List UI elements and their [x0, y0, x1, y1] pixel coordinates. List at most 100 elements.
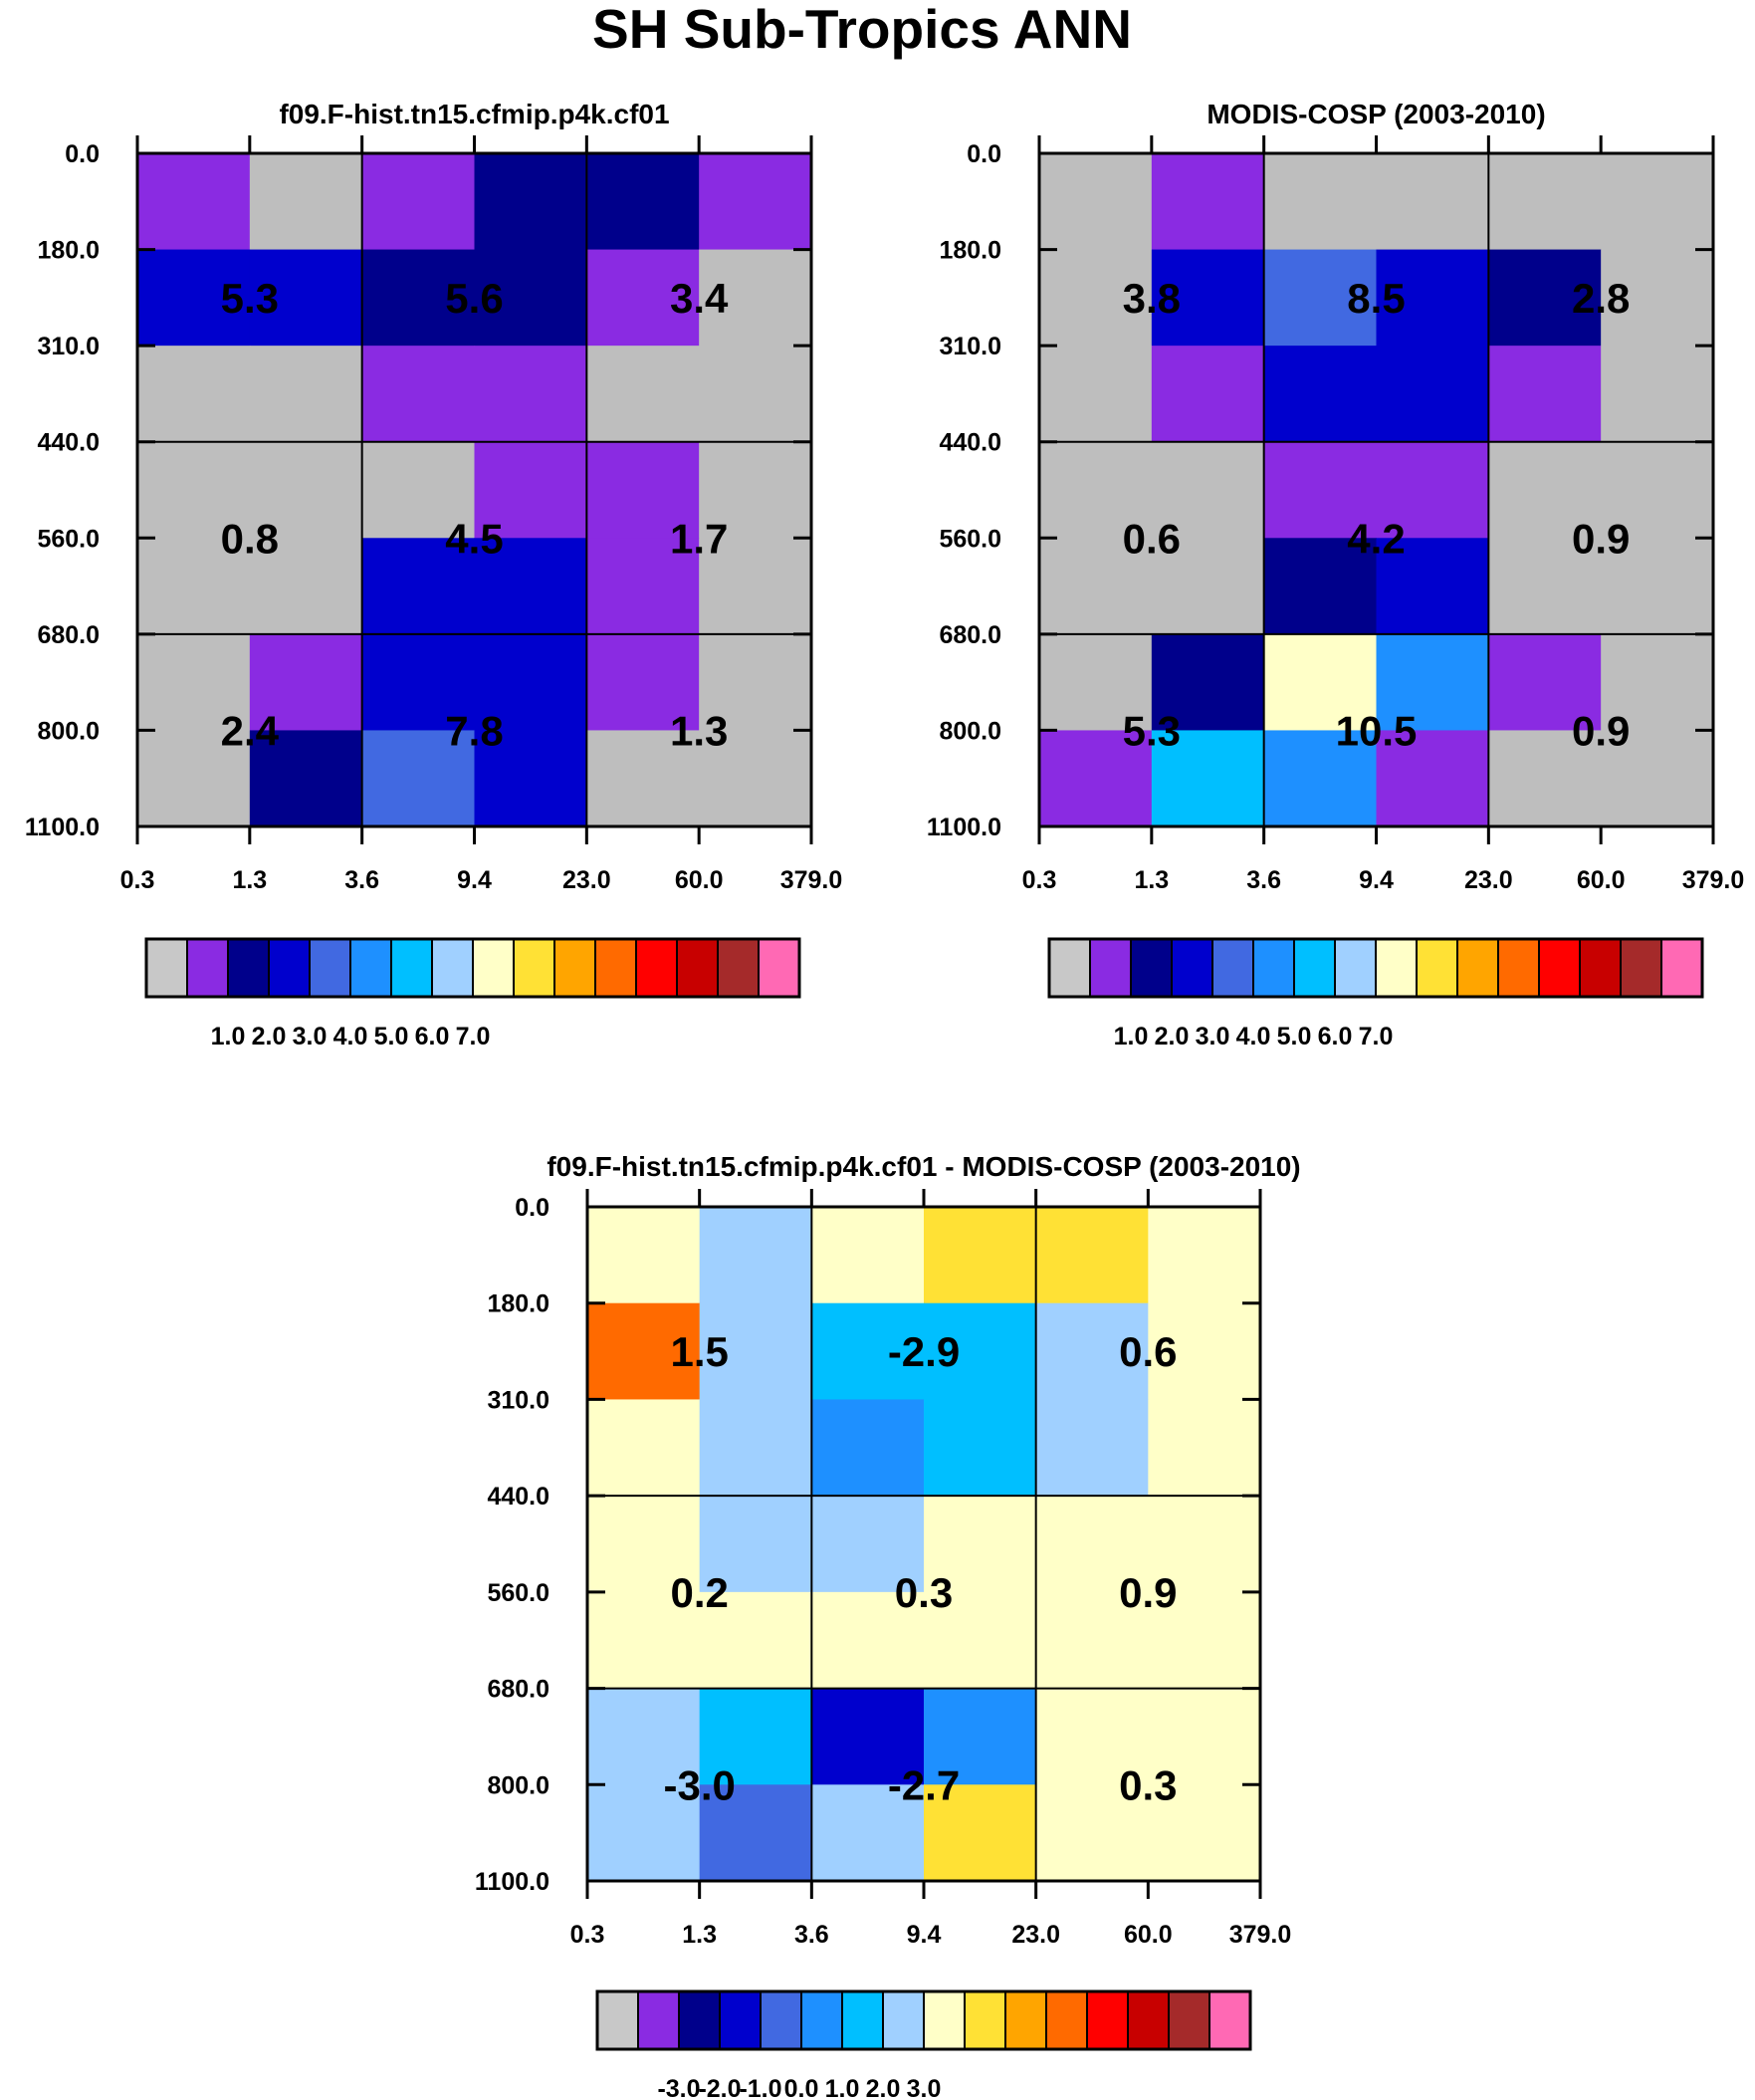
heatmap-cell — [586, 538, 700, 635]
heatmap-cell — [1151, 249, 1265, 347]
heatmap-cell — [1488, 249, 1602, 347]
x-tick-label: 60.0 — [1124, 1921, 1173, 1949]
block-value-label: 3.4 — [670, 275, 729, 322]
heatmap-cell — [586, 730, 700, 827]
y-tick-label: 310.0 — [37, 333, 100, 360]
heatmap-cell — [699, 1302, 812, 1401]
heatmap-cell — [1039, 346, 1153, 443]
colorbar-label: 0.0 — [784, 2075, 819, 2100]
x-tick-label: 23.0 — [1011, 1921, 1060, 1949]
colorbar: -3.0-2.0-1.0 0.0 1.0 2.0 3.0 — [595, 1989, 1252, 2100]
y-tick-label: 560.0 — [37, 525, 100, 553]
block-value-label: 0.3 — [1119, 1761, 1177, 1808]
heatmap-cell — [586, 249, 700, 347]
heatmap-cell — [699, 153, 812, 251]
figure-title: SH Sub-Tropics ANN — [592, 0, 1132, 60]
heatmap-cell — [249, 441, 363, 539]
heatmap-cell — [361, 249, 476, 347]
block-value-label: 2.8 — [1572, 275, 1630, 322]
x-tick-label: 23.0 — [1464, 866, 1513, 894]
block-value-label: 0.9 — [1572, 515, 1630, 562]
heatmap-cell — [1376, 441, 1489, 539]
colorbar-box — [1089, 938, 1132, 998]
y-tick-label: 440.0 — [939, 429, 1001, 457]
y-tick-label: 310.0 — [939, 333, 1001, 360]
y-tick-label: 180.0 — [939, 237, 1001, 265]
colorbar-label: -2.0 — [698, 2075, 741, 2100]
block-value-label: 5.6 — [445, 275, 503, 322]
heatmap-cell — [586, 633, 700, 732]
colorbar-box — [309, 938, 351, 998]
colorbar-box — [882, 1990, 925, 2050]
heatmap-cell — [811, 1302, 925, 1401]
heatmap-cell — [1151, 441, 1265, 539]
heatmap-cell — [137, 730, 251, 827]
colorbar-box — [594, 938, 637, 998]
heatmap-cell — [699, 1591, 812, 1690]
x-tick-label: 60.0 — [675, 866, 724, 894]
heatmap-cell — [699, 730, 812, 827]
x-tick-label: 1.3 — [232, 866, 267, 894]
heatmap-cell — [1035, 1591, 1149, 1690]
heatmap-cell — [474, 153, 587, 251]
heatmap-cell — [924, 1399, 1037, 1497]
colorbar-label: 4.0 — [333, 1023, 368, 1050]
heatmap-cell — [811, 1399, 925, 1497]
chart-panel-3: f09.F-hist.tn15.cfmip.p4k.cf01 - MODIS-C… — [475, 1151, 1301, 2100]
colorbar-box — [227, 938, 270, 998]
colorbar-box — [553, 938, 596, 998]
y-tick-label: 180.0 — [487, 1290, 549, 1318]
colorbar-label: 7.0 — [456, 1023, 491, 1050]
colorbar-label: 1.0 — [825, 2075, 860, 2100]
y-tick-label: 440.0 — [37, 429, 100, 457]
colorbar-box — [637, 1990, 680, 2050]
x-tick-label: 3.6 — [1246, 866, 1281, 894]
heatmap-cell — [474, 633, 587, 732]
y-tick-label: 560.0 — [939, 525, 1001, 553]
block-value-label: 3.8 — [1123, 275, 1181, 322]
heatmap-cell — [1148, 1784, 1261, 1882]
colorbar-box — [513, 938, 555, 998]
x-tick-label: 1.3 — [682, 1921, 717, 1949]
heatmap-cell — [811, 1207, 925, 1304]
heatmap-cell — [924, 1496, 1037, 1593]
heatmap-cell — [699, 538, 812, 635]
colorbar-label: 6.0 — [1318, 1023, 1353, 1050]
y-tick-label: 0.0 — [967, 140, 1001, 168]
heatmap-cell — [1488, 153, 1602, 251]
heatmap-cell — [1151, 730, 1265, 827]
heatmap-cell — [1488, 441, 1602, 539]
heatmap-cell — [1151, 633, 1265, 732]
heatmap-cell — [924, 1784, 1037, 1882]
colorbar-box — [1048, 938, 1091, 998]
colorbar-label: 6.0 — [415, 1023, 450, 1050]
colorbar-box — [1252, 938, 1295, 998]
y-tick-label: 180.0 — [37, 237, 100, 265]
heatmap-cell — [1151, 538, 1265, 635]
x-tick-label: 9.4 — [907, 1921, 942, 1949]
heatmap-cell — [1376, 249, 1489, 347]
colorbar-box — [1334, 938, 1377, 998]
heatmap-cell — [1601, 633, 1714, 732]
x-tick-label: 0.3 — [570, 1921, 605, 1949]
heatmap-cell — [1601, 730, 1714, 827]
heatmap-cell — [1488, 346, 1602, 443]
heatmap-cell — [699, 1207, 812, 1304]
block-value-label: 4.5 — [445, 515, 503, 562]
heatmap-cell — [1035, 1207, 1149, 1304]
colorbar-box — [1168, 1990, 1210, 2050]
heatmap-cell — [137, 633, 251, 732]
heatmap-cell — [699, 1496, 812, 1593]
heatmap-cell — [137, 538, 251, 635]
block-value-label: 0.2 — [670, 1569, 728, 1616]
x-tick-label: 1.3 — [1134, 866, 1169, 894]
y-tick-label: 800.0 — [939, 717, 1001, 745]
x-tick-label: 23.0 — [562, 866, 611, 894]
heatmap-cell — [1035, 1399, 1149, 1497]
colorbar-box — [145, 938, 188, 998]
heatmap-cell — [474, 249, 587, 347]
chart-panel-2: MODIS-COSP (2003-2010) 0.0 180.0 310.0 440.0… — [927, 99, 1744, 1050]
colorbar-box — [349, 938, 392, 998]
heatmap-cell — [249, 346, 363, 443]
colorbar-box — [635, 938, 678, 998]
